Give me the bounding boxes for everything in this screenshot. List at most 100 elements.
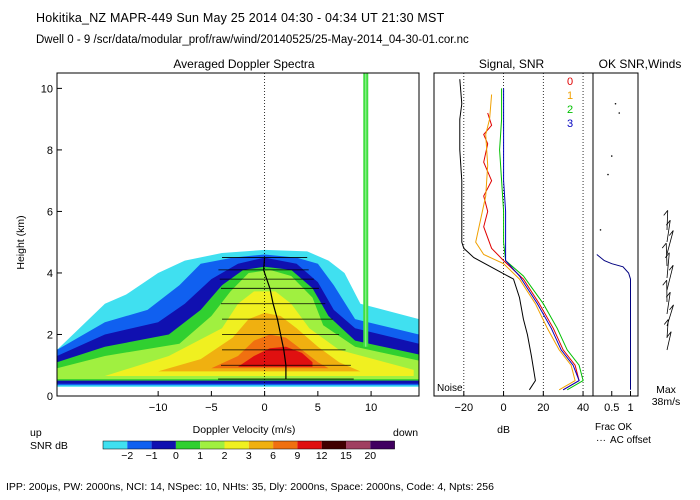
y-tick-label: 6	[47, 206, 53, 218]
ok-point	[610, 155, 613, 157]
snr-x-tick-label: 20	[537, 402, 549, 414]
snr-series-2	[499, 88, 584, 391]
x-tick-label: −10	[149, 402, 168, 414]
colorbar-tick-label: 6	[270, 450, 276, 462]
ok-point	[599, 229, 602, 231]
ok-point	[607, 173, 609, 176]
snr-x-tick-label: 0	[501, 402, 507, 414]
colorbar-swatch	[175, 441, 201, 449]
peak-profile-line	[262, 257, 287, 380]
snr-panel: −20 0 20 40 Signal, SNR dB Noise 0 1 2 3	[433, 57, 594, 436]
colorbar-tick-label: 20	[364, 450, 376, 462]
left-note: up	[30, 427, 42, 439]
wind-barb-head	[668, 230, 674, 236]
wind-barb-head	[663, 319, 669, 325]
ac-offset-dots: ···	[596, 435, 606, 446]
spectra-title: Averaged Doppler Spectra	[173, 57, 315, 71]
wind-barb-head	[668, 265, 674, 271]
colorbar-swatch	[370, 441, 395, 449]
snr-legend-2: 2	[567, 104, 573, 116]
colorbar-tick-label: 1	[197, 450, 203, 462]
snr-legend-3: 3	[567, 118, 573, 130]
wind-barb	[666, 252, 670, 279]
wind-barb	[666, 319, 669, 339]
wind-barb-head	[661, 242, 667, 249]
colorbar-tick-label: 15	[340, 450, 352, 462]
colorbar-swatch	[248, 441, 274, 449]
wind-barb-head	[663, 210, 669, 216]
colorbar-tick-label: −2	[121, 450, 133, 462]
ok-xlabel: Frac OK	[595, 422, 633, 433]
ok-frame	[592, 72, 639, 397]
colorbar-swatch	[297, 441, 322, 449]
wind-scale-value: 38m/s	[652, 396, 681, 408]
x-tick-label: 5	[315, 402, 321, 414]
x-tick-label: 10	[365, 402, 377, 414]
snr-contour-12	[238, 346, 313, 367]
colorbar-swatch	[273, 441, 298, 449]
colorbar-swatch	[224, 441, 249, 449]
colorbar-swatch	[321, 441, 346, 449]
snr-series-3	[503, 88, 580, 391]
wind-scale-max: Max	[656, 384, 677, 396]
y-tick-label: 0	[47, 391, 53, 403]
wind-barb-head	[662, 279, 668, 286]
ok-point	[614, 102, 617, 105]
snr-series-0	[483, 112, 580, 391]
wind-barb-head	[666, 331, 672, 337]
footer-params: IPP: 200μs, PW: 2000ns, NCI: 14, NSpec: …	[6, 481, 494, 493]
spectra-xlabel: Doppler Velocity (m/s)	[193, 424, 296, 436]
right-note: down	[393, 427, 418, 439]
header-line-2: Dwell 0 - 9 /scr/data/modular_prof/raw/w…	[36, 34, 469, 46]
frac-ok-line	[596, 254, 631, 390]
wind-barb	[665, 243, 668, 267]
snr-legend-1: 1	[567, 90, 573, 102]
colorbar-tick-label: 9	[294, 450, 300, 462]
y-tick-label: 2	[47, 329, 53, 341]
colorbar-tick-label: 3	[246, 450, 252, 462]
colorbar-swatch	[151, 441, 176, 449]
wind-barb	[666, 210, 669, 231]
ok-x-tick-label: 1	[627, 402, 633, 414]
colorbar-swatch	[200, 441, 225, 449]
wind-barb	[666, 230, 674, 255]
colorbar: SNR dB−2 −1 0 1 2 3 6 9 12 15 20	[30, 440, 395, 462]
colorbar-tick-label: 2	[222, 450, 228, 462]
wind-barb-head	[669, 304, 674, 311]
colorbar-tick-label: 0	[173, 450, 179, 462]
snr-x-tick-label: −20	[454, 402, 473, 414]
wind-barb-head	[665, 219, 671, 226]
colorbar-label: SNR dB	[30, 440, 68, 452]
snr-title: Signal, SNR	[479, 57, 545, 71]
snr-series-1	[475, 94, 576, 391]
ok-panel: 0.5 1 OK SNR,Winds Frac OK ··· AC offset Max3…	[592, 57, 682, 446]
colorbar-frame	[102, 440, 395, 450]
x-tick-label: 0	[262, 402, 268, 414]
colorbar-swatch	[346, 441, 371, 449]
ok-xlabel2: AC offset	[610, 435, 651, 446]
wind-barb	[666, 265, 674, 291]
wind-barb	[666, 292, 671, 315]
snr-xlabel: dB	[497, 424, 510, 436]
ok-title: OK SNR,Winds	[599, 57, 682, 71]
wind-barb	[666, 331, 672, 351]
spectra-panel: −10 −5 0 5 10 0 2 4 6 8 10 Averaged Doppler Spectra…	[15, 57, 420, 439]
x-tick-label: −5	[205, 402, 218, 414]
header-line-1: Hokitika_NZ MAPR-449 Sun May 25 2014 04:…	[36, 11, 445, 25]
y-tick-label: 4	[47, 268, 53, 280]
wind-barb-head	[664, 252, 670, 258]
wind-barb-head	[665, 291, 671, 298]
colorbar-swatch	[103, 441, 128, 449]
y-tick-label: 8	[47, 145, 53, 157]
wind-barb	[666, 220, 671, 243]
ok-x-tick-label: 0.5	[604, 402, 619, 414]
snr-series-noise	[459, 79, 536, 391]
spectra-ylabel: Height (km)	[15, 215, 27, 269]
spectra-frame	[56, 72, 420, 397]
noise-label: Noise	[437, 383, 463, 394]
colorbar-tick-label: −1	[146, 450, 158, 462]
colorbar-swatch	[127, 441, 152, 449]
colorbar-tick-label: 12	[316, 450, 328, 462]
y-tick-label: 10	[41, 83, 53, 95]
